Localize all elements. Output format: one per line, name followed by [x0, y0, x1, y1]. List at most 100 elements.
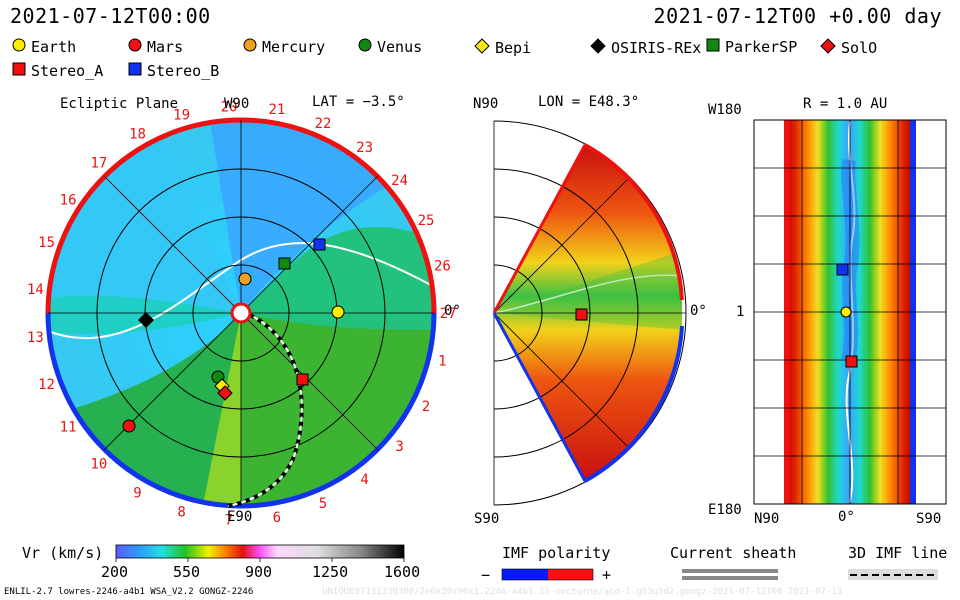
timestamp-right: 2021-07-12T00 +0.00 day: [653, 4, 942, 28]
legend-label: Mercury: [262, 38, 326, 56]
carrington-day-11: 11: [60, 420, 77, 436]
legend-item-mars: Mars: [128, 38, 183, 56]
legend-symbol: [128, 38, 142, 56]
colorbar: [115, 544, 405, 559]
ecliptic-top-label: W90: [224, 96, 250, 112]
legend-label: Mars: [147, 38, 184, 56]
colorbar-tick-200: 200: [101, 563, 129, 581]
legend-label: Stereo_B: [147, 62, 220, 80]
carrington-day-12: 12: [38, 377, 55, 393]
imf-plus-label: +: [602, 566, 612, 584]
legend-item-solo: SolO: [820, 38, 877, 58]
legend-label: Stereo_A: [31, 62, 104, 80]
legend-symbol: [12, 62, 26, 80]
legend-item-osiris-rex: OSIRIS-REx: [590, 38, 701, 58]
meridional-bottom-label: S90: [474, 511, 500, 527]
ecliptic-bottom-label: E90: [227, 509, 253, 525]
carrington-day-3: 3: [395, 439, 403, 455]
marker-mars: [122, 419, 136, 433]
legend-symbol: [243, 38, 257, 56]
current-sheath-title: Current sheath: [670, 544, 797, 562]
legend-item-venus: Venus: [358, 38, 422, 56]
carrington-day-22: 22: [315, 116, 332, 132]
marker-stereo-a-ecliptic: [296, 373, 309, 386]
meridional-right-label: 0°: [690, 303, 707, 319]
carrington-day-10: 10: [90, 457, 107, 473]
ecliptic-disc: [45, 117, 437, 509]
imf-positive-bar: [548, 569, 593, 580]
synoptic-top-label: W180: [708, 102, 742, 118]
footer-run-id: UNIQUE07131330300/2e6x30x90x1.2246-a4b1.…: [322, 587, 843, 597]
carrington-day-26: 26: [434, 258, 451, 274]
marker-earth-synoptic: [840, 306, 852, 318]
carrington-day-5: 5: [319, 496, 327, 512]
marker-parkersp: [278, 257, 291, 270]
carrington-day-4: 4: [360, 472, 368, 488]
footer-model-info: ENLIL-2.7 lowres-2246-a4b1 WSA_V2.2 GONG…: [4, 587, 254, 597]
carrington-day-15: 15: [38, 235, 55, 251]
marker-stereo-a-meridional: [575, 308, 588, 321]
marker-osiris-rex: [138, 312, 154, 328]
carrington-day-2: 2: [422, 399, 430, 415]
carrington-day-21: 21: [268, 102, 285, 118]
colorbar-tick-900: 900: [245, 563, 273, 581]
carrington-day-14: 14: [27, 282, 44, 298]
carrington-day-18: 18: [129, 127, 146, 143]
marker-mercury: [238, 272, 252, 286]
current-sheath-key: [682, 569, 778, 573]
legend-label: Earth: [31, 38, 77, 56]
legend-label: OSIRIS-REx: [611, 39, 702, 57]
ecliptic-lat: LAT = −3.5°: [312, 94, 405, 110]
legend-item-mercury: Mercury: [243, 38, 325, 56]
legend-item-bepi: Bepi: [474, 38, 531, 58]
carrington-day-23: 23: [356, 140, 373, 156]
legend-symbol: [590, 38, 606, 58]
carrington-day-24: 24: [391, 173, 408, 189]
legend-item-earth: Earth: [12, 38, 76, 56]
synoptic-x-mid: 0°: [838, 509, 855, 525]
carrington-day-17: 17: [90, 155, 107, 171]
legend-symbol: [128, 62, 142, 80]
legend-label: SolO: [841, 39, 878, 57]
marker-solo: [217, 385, 233, 401]
legend-item-stereo-b: Stereo_B: [128, 62, 219, 80]
legend-symbol: [820, 38, 836, 58]
colorbar-tick-1250: 1250: [312, 563, 349, 581]
meridional-lon: LON = E48.3°: [538, 94, 640, 110]
timestamp-left: 2021-07-12T00:00: [10, 4, 211, 28]
carrington-day-8: 8: [177, 504, 185, 520]
ecliptic-label: Ecliptic Plane: [60, 96, 179, 112]
legend-label: Venus: [377, 38, 423, 56]
carrington-day-20: 20: [221, 99, 238, 115]
marker-stereo-b-synoptic: [836, 263, 849, 276]
legend-item-parkersp: ParkerSP: [706, 38, 797, 56]
carrington-day-7: 7: [225, 513, 233, 529]
imf-negative-bar: [502, 569, 548, 580]
carrington-day-16: 16: [60, 192, 77, 208]
carrington-day-19: 19: [173, 108, 190, 124]
colorbar-tick-550: 550: [173, 563, 201, 581]
carrington-day-6: 6: [273, 510, 281, 526]
colorbar-tick-1600: 1600: [384, 563, 421, 581]
meridional-top-label: N90: [473, 96, 499, 112]
synoptic-r: R = 1.0 AU: [803, 96, 888, 112]
synoptic-bottom-label: E180: [708, 502, 742, 518]
legend-symbol: [12, 38, 26, 56]
imf-polarity-title: IMF polarity: [502, 544, 611, 562]
imf-line-title: 3D IMF line: [848, 544, 948, 562]
ecliptic-markers: [122, 238, 345, 433]
synoptic-markers: [836, 263, 858, 368]
legend-item-stereo-a: Stereo_A: [12, 62, 103, 80]
synoptic-x-left: N90: [754, 511, 780, 527]
synoptic-x-right: S90: [916, 511, 942, 527]
legend-label: ParkerSP: [725, 38, 798, 56]
legend-symbol: [358, 38, 372, 56]
carrington-day-1: 1: [438, 354, 446, 370]
legend-label: Bepi: [495, 39, 532, 57]
legend-symbol: [474, 38, 490, 58]
colorbar-title: Vr (km/s): [22, 544, 104, 562]
carrington-day-13: 13: [27, 330, 44, 346]
meridional-wedge: [492, 120, 687, 506]
